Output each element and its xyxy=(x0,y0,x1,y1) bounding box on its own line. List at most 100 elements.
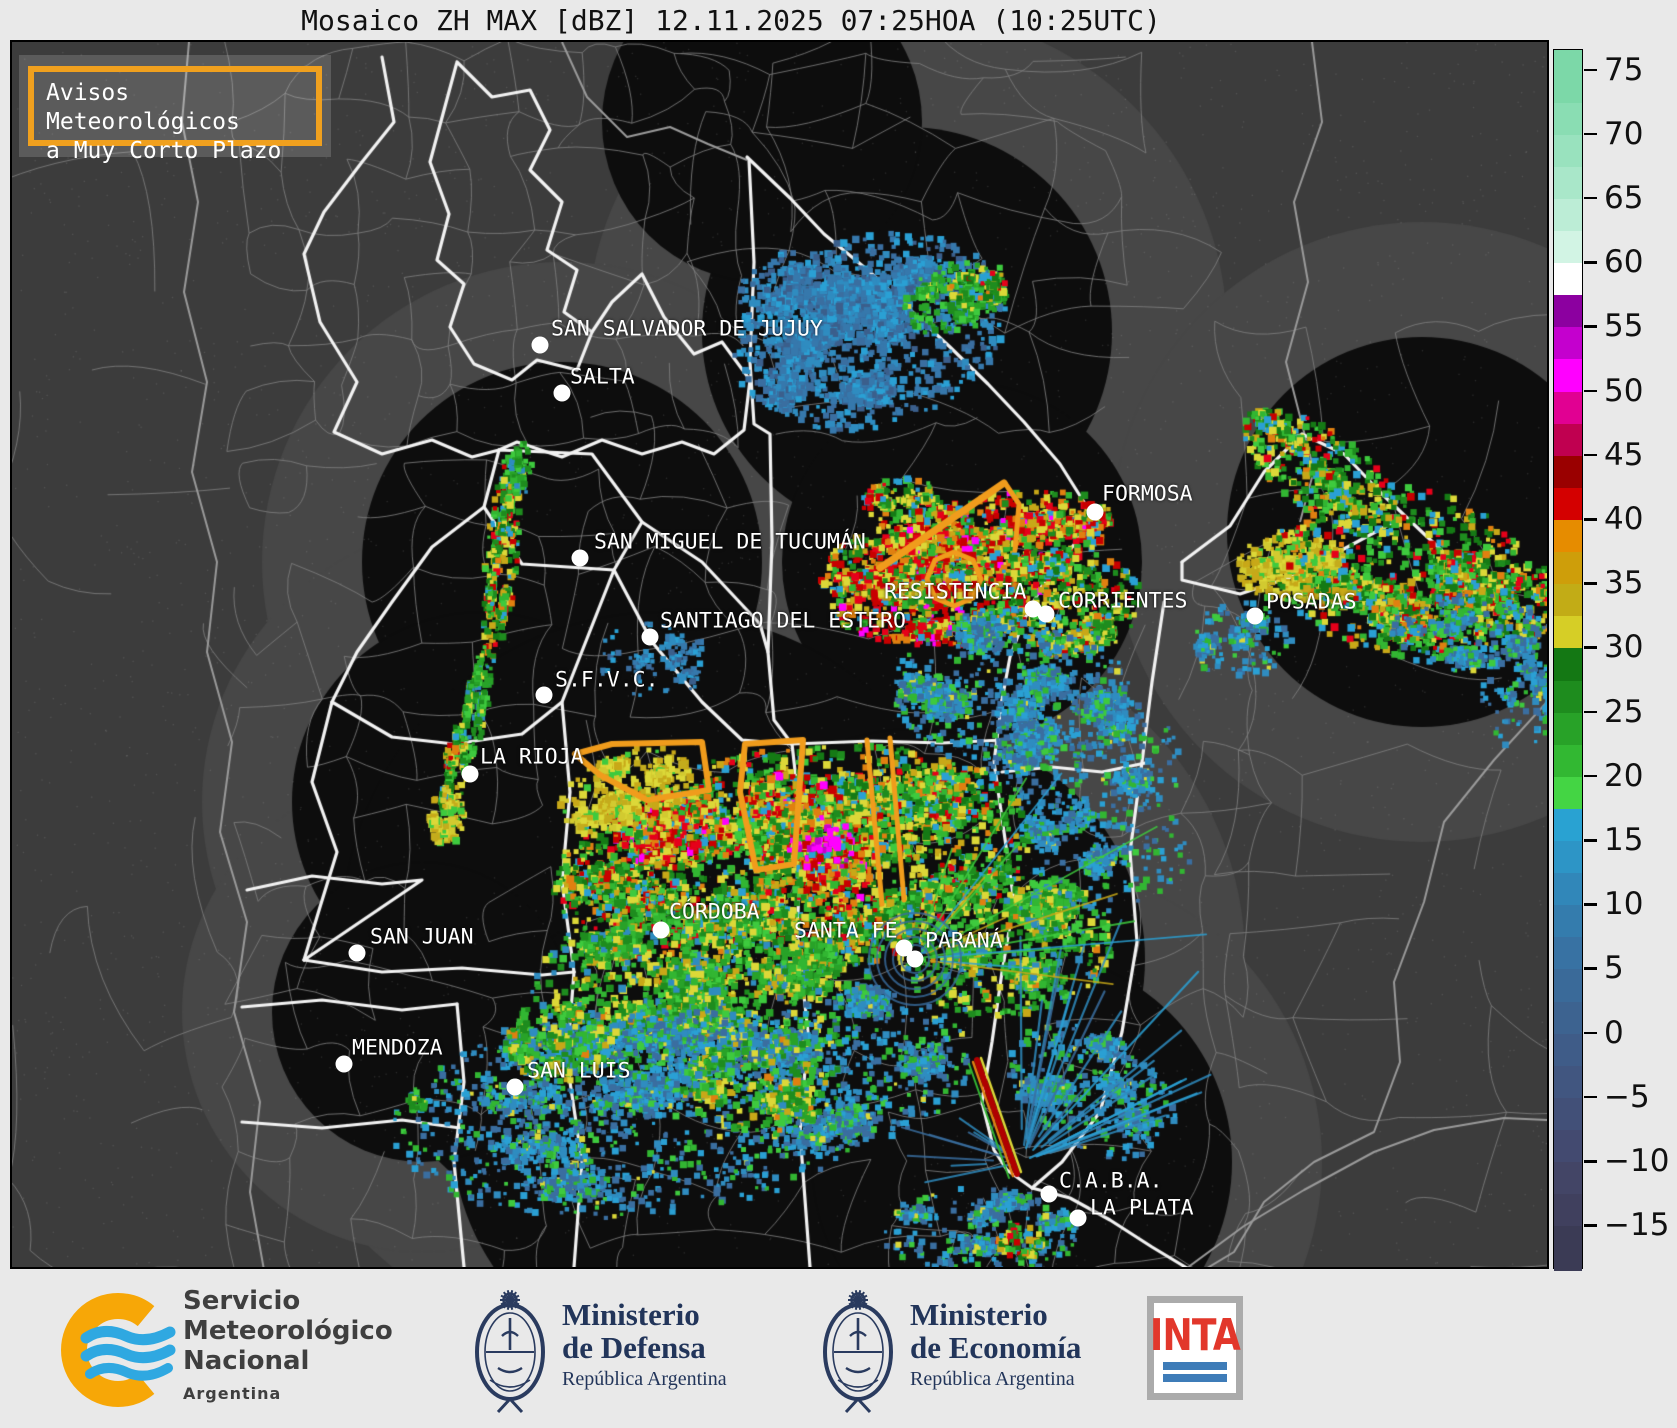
colorbar-segment xyxy=(1554,295,1582,328)
smn-line1: Servicio xyxy=(183,1286,301,1316)
colorbar-tick-label: 75 xyxy=(1604,51,1644,88)
colorbar-segment xyxy=(1554,616,1582,650)
colorbar-segment xyxy=(1554,166,1582,200)
colorbar-tick-label: 50 xyxy=(1604,372,1644,409)
defensa-line1: Ministerio xyxy=(562,1297,700,1332)
inta-label: INTA xyxy=(1149,1310,1241,1361)
warning-badge[interactable]: Avisos Meteorológicos a Muy Corto Plazo xyxy=(19,55,331,164)
city-dot xyxy=(1037,605,1055,623)
city-label: CORRIENTES xyxy=(1058,588,1188,614)
smn-line4: Argentina xyxy=(183,1384,282,1403)
city-label: MENDOZA xyxy=(352,1035,443,1061)
economia-line2: de Economía xyxy=(910,1330,1082,1365)
city-dot xyxy=(1246,607,1264,625)
defensa-coat-of-arms-icon xyxy=(475,1290,545,1414)
colorbar-tick-mark xyxy=(1584,646,1597,649)
city-label: S.F.V.C. xyxy=(555,667,659,693)
colorbar-segment xyxy=(1554,1065,1582,1099)
colorbar-segment xyxy=(1554,327,1582,361)
colorbar-segment xyxy=(1554,423,1582,457)
inta-logo: INTA xyxy=(1147,1296,1243,1400)
smn-line2: Meteorológico xyxy=(183,1316,393,1346)
city-label: SAN LUIS xyxy=(527,1058,631,1084)
colorbar-segment xyxy=(1554,134,1582,168)
colorbar-segment xyxy=(1554,744,1582,778)
colorbar-tick-mark xyxy=(1584,389,1597,393)
colorbar-segment xyxy=(1554,969,1582,1003)
city-dot xyxy=(531,336,549,354)
colorbar-segment xyxy=(1554,552,1582,585)
colorbar-tick-mark xyxy=(1584,774,1597,778)
colorbar-segment xyxy=(1554,937,1582,971)
colorbar-tick-mark xyxy=(1584,1160,1597,1163)
colorbar-segment xyxy=(1554,712,1582,746)
city-label: FORMOSA xyxy=(1102,481,1193,507)
economia-coat-of-arms-icon xyxy=(823,1290,893,1414)
colorbar-segment xyxy=(1554,520,1582,553)
colorbar-segment xyxy=(1554,873,1582,906)
colorbar-tick-label: 70 xyxy=(1604,115,1644,152)
colorbar-segment xyxy=(1554,198,1582,232)
colorbar-tick-mark xyxy=(1584,903,1597,906)
colorbar-tick-label: 5 xyxy=(1604,950,1624,987)
colorbar-segment xyxy=(1554,841,1582,874)
colorbar-segment xyxy=(1554,1097,1582,1131)
colorbar-tick-mark xyxy=(1584,1224,1597,1227)
city-label: RESISTENCIA xyxy=(884,579,1027,605)
colorbar-segment xyxy=(1554,487,1582,521)
city-dot xyxy=(652,921,670,939)
footer: Servicio Meteorológico Nacional Argentin… xyxy=(0,1272,1677,1428)
colorbar-tick-label: −10 xyxy=(1604,1143,1670,1180)
city-label: SANTA FE xyxy=(794,918,898,944)
city-dot xyxy=(1024,600,1042,618)
colorbar-segment xyxy=(1554,263,1582,296)
colorbar-segment xyxy=(1554,680,1582,714)
inta-bar-2 xyxy=(1163,1374,1227,1382)
city-dot xyxy=(1069,1209,1087,1227)
colorbar-tick-label: 10 xyxy=(1604,886,1644,923)
smn-logo-icon xyxy=(56,1288,180,1412)
page-title: Mosaico ZH MAX [dBZ] 12.11.2025 07:25HOA… xyxy=(301,4,1161,37)
colorbar-tick-mark xyxy=(1584,325,1597,328)
colorbar-tick-label: −5 xyxy=(1604,1078,1650,1115)
colorbar-segment xyxy=(1554,648,1582,682)
colorbar-tick-label: 30 xyxy=(1604,629,1644,666)
colorbar-segment xyxy=(1554,584,1582,617)
city-dot xyxy=(641,628,659,646)
city-label: SALTA xyxy=(570,364,635,390)
colorbar-tick-mark xyxy=(1584,710,1597,714)
colorbar-segment xyxy=(1554,1033,1582,1067)
colorbar-segment xyxy=(1554,808,1582,842)
city-label: C.A.B.A. xyxy=(1059,1168,1163,1194)
city-label: POSADAS xyxy=(1266,589,1357,615)
city-label: SAN SALVADOR DE JUJUY xyxy=(551,316,823,342)
inta-bar-1 xyxy=(1163,1362,1227,1370)
colorbar-segment xyxy=(1554,359,1582,393)
colorbar-tick-mark xyxy=(1584,261,1597,264)
colorbar-segment xyxy=(1554,1001,1582,1035)
colorbar-tick-mark xyxy=(1584,196,1597,200)
city-dot xyxy=(461,765,479,783)
colorbar-segment xyxy=(1554,1130,1582,1163)
defensa-logo-text: Ministerio de Defensa República Argentin… xyxy=(562,1298,727,1391)
colorbar-segment xyxy=(1554,102,1582,136)
radar-map-canvas xyxy=(12,42,1547,1267)
colorbar-tick-label: 45 xyxy=(1604,436,1644,473)
city-dot xyxy=(535,686,553,704)
colorbar-segment xyxy=(1554,391,1582,425)
colorbar-tick-label: 35 xyxy=(1604,565,1644,602)
colorbar-tick-label: 40 xyxy=(1604,501,1644,538)
colorbar-tick-label: 65 xyxy=(1604,179,1644,216)
city-dot xyxy=(506,1078,524,1096)
warning-badge-line2: a Muy Corto Plazo xyxy=(46,138,282,164)
colorbar-segment xyxy=(1554,1162,1582,1195)
defensa-sub: República Argentina xyxy=(562,1368,727,1390)
smn-logo-text: Servicio Meteorológico Nacional Argentin… xyxy=(183,1286,393,1409)
smn-line3: Nacional xyxy=(183,1346,310,1376)
colorbar-segment xyxy=(1554,1226,1582,1271)
city-label: PARANÁ xyxy=(925,928,1003,954)
colorbar-segment xyxy=(1554,776,1582,810)
colorbar-tick-label: 60 xyxy=(1604,244,1644,281)
radar-map: Avisos Meteorológicos a Muy Corto Plazo … xyxy=(10,40,1549,1269)
